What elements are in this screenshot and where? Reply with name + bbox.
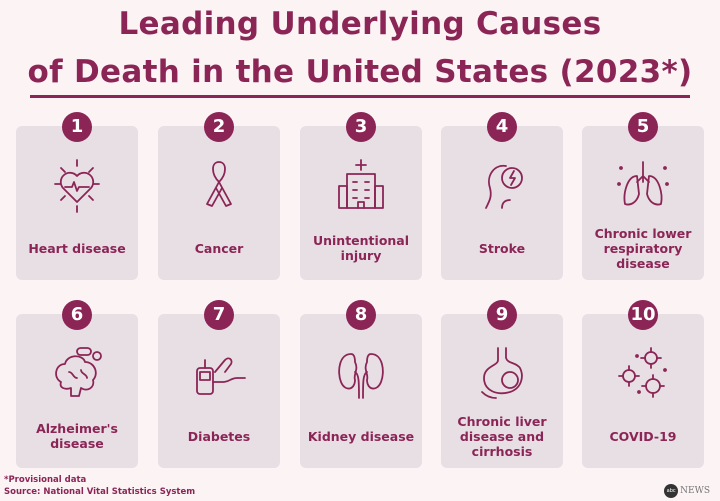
cause-card: 1 Heart disease (16, 112, 138, 280)
cause-card: 6 Alzheimer's disease (16, 300, 138, 468)
rank-badge: 4 (487, 112, 517, 142)
title-line-2: of Death in the United States (2023*) (27, 54, 693, 90)
rank-badge: 1 (62, 112, 92, 142)
cause-label: Diabetes (187, 428, 251, 444)
cause-label: COVID-19 (609, 428, 677, 444)
source-note: Source: National Vital Statistics System (4, 487, 196, 497)
lungs-icon (617, 161, 669, 206)
title-line-1: Leading Underlying Causes (118, 6, 602, 42)
rank-badge: 2 (204, 112, 234, 142)
cause-card: 8 Kidney disease (300, 300, 422, 468)
cause-card: 7 Diabetes (158, 300, 280, 468)
rank-badge: 5 (628, 112, 658, 142)
rank-badge: 6 (62, 300, 92, 330)
rank-badge: 8 (346, 300, 376, 330)
cause-label: Kidney disease (307, 428, 415, 444)
heart-pulse-icon (54, 159, 100, 213)
cause-card: 4 Stroke (441, 112, 563, 280)
rank-badge: 10 (628, 300, 658, 330)
kidneys-icon (338, 353, 384, 399)
cause-label: Heart disease (28, 240, 126, 256)
cause-card: 9 Chronic liver disease and cirrhosis (441, 300, 563, 468)
cause-card: 10 COVID-19 (582, 300, 704, 468)
rank-badge: 7 (204, 300, 234, 330)
rank-badge: 3 (346, 112, 376, 142)
title-divider (30, 95, 690, 98)
head-lightning-icon (485, 164, 523, 209)
virus-icon (618, 347, 667, 398)
cause-label: Cancer (194, 240, 244, 256)
brain-pills-icon (55, 347, 102, 397)
rank-badge: 9 (487, 300, 517, 330)
cause-label: Chronic liver disease and cirrhosis (457, 413, 547, 459)
cause-label: Unintentional injury (312, 233, 410, 263)
hospital-icon (338, 159, 384, 209)
cause-card: 2 Cancer (158, 112, 280, 280)
cause-label: Stroke (478, 240, 526, 256)
ribbon-icon (206, 161, 232, 207)
cause-card: 3 Unintentional injury (300, 112, 422, 280)
abc-news-logo: abc NEWS (664, 484, 710, 498)
liver-icon (481, 347, 523, 399)
cause-label: Alzheimer's disease (36, 421, 118, 451)
provisional-note: *Provisional data (4, 475, 87, 485)
glucose-meter-icon (196, 357, 246, 395)
cause-label: Chronic lower respiratory disease (594, 225, 692, 271)
cause-card: 5 Chronic lower respiratory disease (582, 112, 704, 280)
